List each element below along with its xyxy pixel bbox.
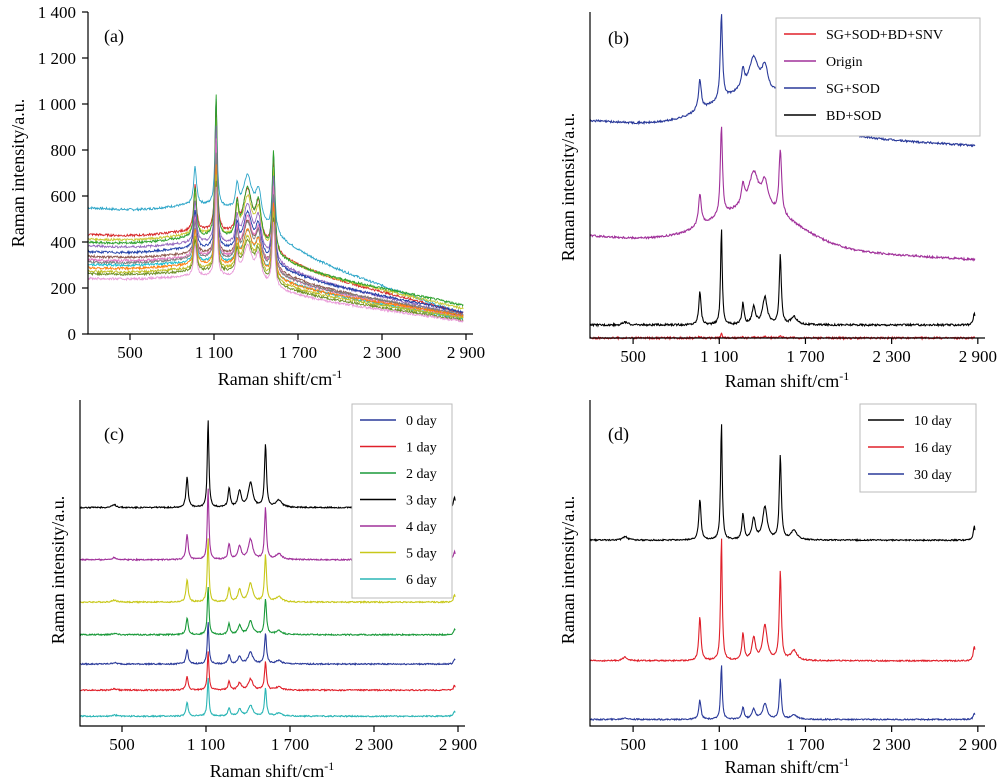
panel-b-ylabel: Raman intensity/a.u. [558, 113, 578, 261]
series-line [589, 229, 976, 328]
panel-b-legend-box [775, 17, 981, 137]
legend-label: 5 day [406, 547, 437, 562]
x-tick-label: 2 900 [439, 735, 477, 754]
panel-a-xticks: 500 1 100 1 700 2 300 2 900 [117, 334, 485, 362]
series-line [79, 622, 456, 666]
x-tick-label: 1 100 [700, 347, 738, 366]
legend-label: Origin [826, 55, 863, 70]
series-line [589, 538, 976, 663]
series-line [589, 424, 976, 543]
panel-d-label: (d) [608, 424, 629, 445]
y-tick-label: 1 200 [38, 49, 76, 68]
panel-c-legend-box [351, 403, 453, 599]
y-tick-label: 200 [51, 279, 77, 298]
x-tick-label: 500 [117, 343, 143, 362]
legend-label: 10 day [914, 414, 952, 429]
x-tick-label: 1 100 [700, 735, 738, 754]
panel-b-axes [589, 12, 985, 339]
legend-label: 6 day [406, 573, 437, 588]
panel-a-series [87, 94, 464, 323]
series-line [589, 665, 976, 722]
y-tick-label: 1 000 [38, 95, 76, 114]
legend-label: 2 day [406, 467, 437, 482]
y-tick-label: 800 [51, 141, 77, 160]
x-tick-label: 2 300 [873, 347, 911, 366]
panel-c: 500 1 100 1 700 2 300 2 900 (c) 0 day 1 day 2 … [48, 400, 477, 781]
x-tick-label: 1 700 [271, 735, 309, 754]
panel-a-yticks: 0 200 400 600 800 1 000 1 200 1 400 [38, 3, 88, 344]
panel-a-ylabel: Raman intensity/a.u. [8, 99, 28, 247]
x-tick-label: 2 300 [363, 343, 401, 362]
legend-label: 4 day [406, 520, 437, 535]
panel-d-legend-box [859, 403, 977, 493]
panel-b-legend-items: SG+SOD+BD+SNV Origin SG+SOD BD+SOD [784, 28, 943, 124]
legend-label: 0 day [406, 414, 437, 429]
panel-b-legend: SG+SOD+BD+SNV Origin SG+SOD BD+SOD [775, 17, 981, 137]
y-tick-label: 600 [51, 187, 77, 206]
x-tick-label: 1 100 [187, 735, 225, 754]
panel-b-xlabel: Raman shift/cm-1 [725, 369, 849, 391]
panel-c-ylabel: Raman intensity/a.u. [48, 496, 68, 644]
x-tick-label: 1 700 [786, 735, 824, 754]
panel-b: 500 1 100 1 700 2 300 2 900 (b) SG+SOD+BD+SN… [558, 12, 997, 391]
panel-d-axes [589, 400, 985, 727]
x-tick-label: 2 900 [959, 735, 997, 754]
series-line [80, 538, 456, 604]
x-tick-label: 2 900 [959, 347, 997, 366]
x-tick-label: 500 [620, 735, 646, 754]
legend-label: 3 day [406, 494, 437, 509]
y-tick-label: 1 400 [38, 3, 76, 22]
panel-c-legend: 0 day 1 day 2 day 3 day 4 day 5 day 6 day [351, 403, 453, 599]
series-line [589, 126, 976, 262]
series-line [87, 186, 464, 323]
x-tick-label: 1 700 [786, 347, 824, 366]
panel-c-label: (c) [104, 424, 124, 445]
panel-c-xlabel: Raman shift/cm-1 [210, 759, 334, 781]
y-tick-label: 0 [68, 325, 77, 344]
y-tick-label: 400 [51, 233, 77, 252]
x-tick-label: 500 [109, 735, 135, 754]
x-tick-label: 2 900 [447, 343, 485, 362]
panel-d-series [589, 424, 976, 722]
panel-c-axes [79, 400, 465, 727]
legend-label: 30 day [914, 468, 952, 483]
x-tick-label: 2 300 [873, 735, 911, 754]
series-line [87, 125, 464, 317]
x-tick-label: 500 [620, 347, 646, 366]
panel-a: 500 1 100 1 700 2 300 2 900 0 200 400 600 800 1 0… [8, 3, 485, 389]
x-tick-label: 2 300 [355, 735, 393, 754]
legend-label: 1 day [406, 441, 437, 456]
panel-d-xlabel: Raman shift/cm-1 [725, 755, 849, 777]
series-line [88, 94, 464, 308]
legend-label: SG+SOD [826, 82, 880, 97]
panel-a-label: (a) [104, 26, 124, 47]
panel-d-ylabel: Raman intensity/a.u. [558, 496, 578, 644]
panel-a-xlabel: Raman shift/cm-1 [218, 367, 342, 389]
series-line [79, 651, 456, 692]
legend-label: 16 day [914, 441, 952, 456]
panel-c-xticks: 500 1 100 1 700 2 300 2 900 [109, 726, 477, 754]
series-line [79, 677, 456, 718]
panel-b-label: (b) [608, 28, 629, 49]
panel-b-xticks: 500 1 100 1 700 2 300 2 900 [620, 338, 997, 366]
panel-c-legend-items: 0 day 1 day 2 day 3 day 4 day 5 day 6 day [360, 414, 437, 588]
legend-label: SG+SOD+BD+SNV [826, 28, 943, 43]
x-tick-label: 1 100 [195, 343, 233, 362]
panel-d-xticks: 500 1 100 1 700 2 300 2 900 [620, 726, 997, 754]
x-tick-label: 1 700 [279, 343, 317, 362]
legend-label: BD+SOD [826, 109, 881, 124]
panel-d-legend-items: 10 day 16 day 30 day [868, 414, 952, 483]
series-line [79, 586, 456, 637]
panel-d-legend: 10 day 16 day 30 day [859, 403, 977, 493]
panel-d: 500 1 100 1 700 2 300 2 900 (d) 10 day 16 day… [558, 400, 997, 777]
